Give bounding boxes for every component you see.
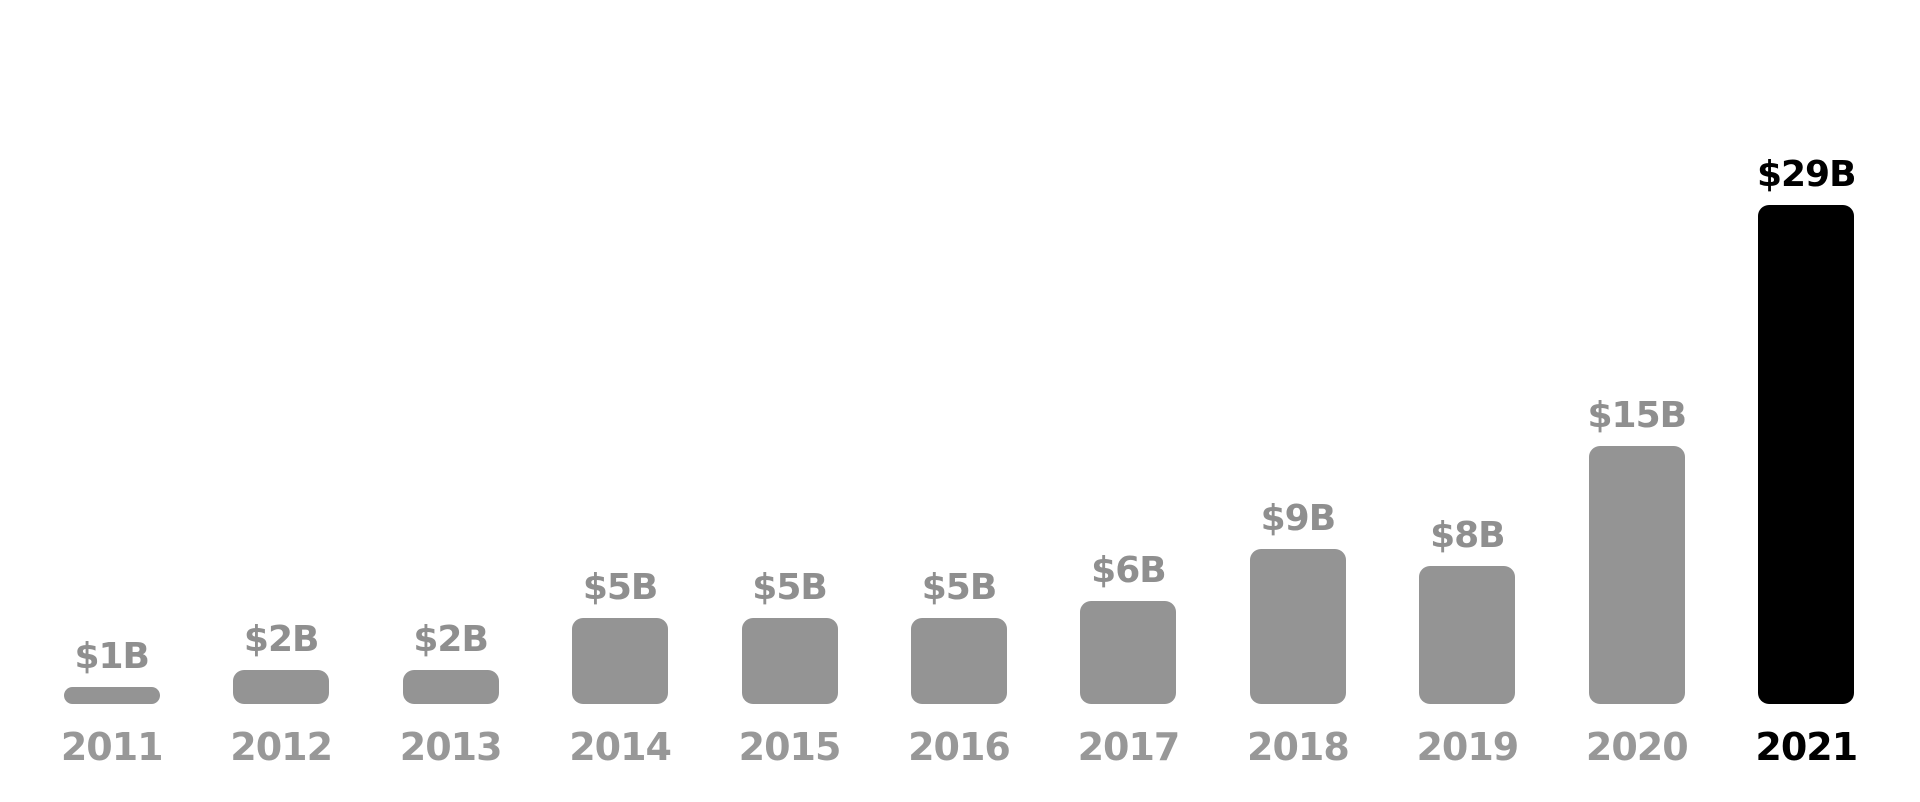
bar-value-label: $29B: [1756, 154, 1857, 195]
x-axis-label-cell: 2016: [908, 704, 1011, 802]
bar-value-label: $1B: [74, 636, 150, 677]
x-axis-label: 2015: [738, 725, 842, 769]
bar-value-label: $5B: [921, 567, 998, 608]
bar: [910, 618, 1007, 704]
bar: [233, 670, 330, 704]
x-axis-label-cell: 2014: [569, 704, 672, 802]
bar: [1249, 549, 1346, 704]
bar: [741, 618, 838, 704]
bar-group-2014: $5B 2014: [535, 0, 704, 802]
bar-group-2021: $29B 2021: [1722, 0, 1891, 802]
bar-value-label: $6B: [1091, 550, 1167, 591]
bar: [572, 618, 669, 704]
bar-value-label: $5B: [752, 567, 828, 608]
x-axis-label-cell: 2017: [1077, 704, 1181, 802]
bar: [1588, 446, 1685, 704]
x-axis-label-cell: 2018: [1247, 704, 1350, 802]
bar-value-label: $5B: [582, 567, 659, 608]
bar-value-label: $2B: [243, 619, 320, 660]
x-axis-label: 2018: [1247, 725, 1350, 769]
bar-group-2012: $2B 2012: [196, 0, 365, 802]
bar-group-2017: $6B 2017: [1044, 0, 1213, 802]
bar-group-2018: $9B 2018: [1213, 0, 1382, 802]
x-axis-label: 2016: [908, 725, 1011, 769]
bar-group-2019: $8B 2019: [1383, 0, 1552, 802]
bar-value-label: $15B: [1587, 395, 1688, 436]
bar-value-label: $8B: [1430, 515, 1506, 556]
x-axis-label: 2014: [569, 725, 672, 769]
x-axis-label: 2012: [230, 725, 333, 769]
x-axis-label-cell: 2012: [230, 704, 333, 802]
x-axis-label: 2019: [1416, 725, 1519, 769]
x-axis-label-cell: 2020: [1585, 704, 1689, 802]
bar: [1080, 601, 1177, 704]
bar: [402, 670, 499, 704]
bar-value-label: $2B: [413, 619, 489, 660]
x-axis-label-cell: 2013: [399, 704, 503, 802]
bar-group-2020: $15B 2020: [1552, 0, 1721, 802]
x-axis-label: 2013: [399, 725, 503, 769]
bar-value-label: $9B: [1260, 498, 1337, 539]
bar-group-2013: $2B 2013: [366, 0, 535, 802]
x-axis-label-cell: 2011: [60, 704, 164, 802]
x-axis-label: 2021: [1755, 725, 1858, 769]
bar-chart: $1B 2011 $2B 2012 $2B 2013 $5B 2014 $5B 2015 $5B 20…: [27, 0, 1891, 802]
x-axis-label-cell: 2021: [1755, 704, 1858, 802]
x-axis-label-cell: 2015: [738, 704, 842, 802]
x-axis-label: 2020: [1585, 725, 1689, 769]
bar: [1758, 205, 1855, 704]
x-axis-label: 2017: [1077, 725, 1181, 769]
bar: [63, 687, 160, 704]
x-axis-label: 2011: [60, 725, 164, 769]
bar-group-2011: $1B 2011: [27, 0, 196, 802]
x-axis-label-cell: 2019: [1416, 704, 1519, 802]
bar-group-2016: $5B 2016: [874, 0, 1043, 802]
bar-group-2015: $5B 2015: [705, 0, 874, 802]
bar: [1419, 566, 1516, 704]
